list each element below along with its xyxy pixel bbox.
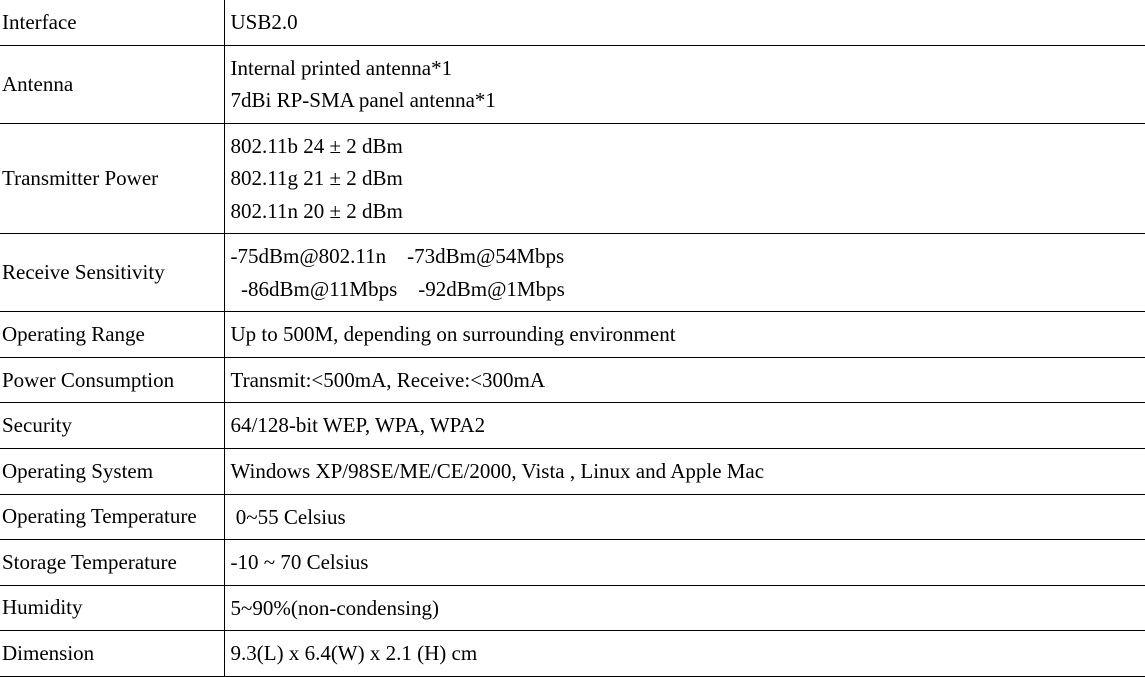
row-label-tx_power: Transmitter Power	[0, 123, 224, 234]
row-label-op_range: Operating Range	[0, 312, 224, 358]
table-row: Transmitter Power802.11b 24 ± 2 dBm802.1…	[0, 123, 1145, 234]
row-value-antenna: Internal printed antenna*17dBi RP-SMA pa…	[224, 45, 1145, 123]
row-label-humidity: Humidity	[0, 585, 224, 631]
row-value-line: 64/128-bit WEP, WPA, WPA2	[231, 409, 1145, 442]
row-label-dimension: Dimension	[0, 631, 224, 677]
row-value-humidity: 5~90%(non-condensing)	[224, 585, 1145, 631]
row-label-op_temp: Operating Temperature	[0, 494, 224, 540]
table-row: Storage Temperature-10 ~ 70 Celsius	[0, 540, 1145, 586]
row-value-os: Windows XP/98SE/ME/CE/2000, Vista , Linu…	[224, 449, 1145, 495]
table-row: Operating SystemWindows XP/98SE/ME/CE/20…	[0, 449, 1145, 495]
row-value-line: 9.3(L) x 6.4(W) x 2.1 (H) cm	[231, 637, 1145, 670]
table-row: Security64/128-bit WEP, WPA, WPA2	[0, 403, 1145, 449]
row-label-antenna: Antenna	[0, 45, 224, 123]
row-value-line: Internal printed antenna*1	[231, 52, 1145, 85]
spec-table: InterfaceUSB2.0AntennaInternal printed a…	[0, 0, 1145, 677]
row-value-line: -86dBm@11Mbps -92dBm@1Mbps	[231, 273, 1145, 306]
row-label-rx_sensitivity: Receive Sensitivity	[0, 234, 224, 312]
row-value-line: -10 ~ 70 Celsius	[231, 546, 1145, 579]
table-row: InterfaceUSB2.0	[0, 0, 1145, 45]
row-value-line: 7dBi RP-SMA panel antenna*1	[231, 84, 1145, 117]
row-value-line: Transmit:<500mA, Receive:<300mA	[231, 364, 1145, 397]
row-label-os: Operating System	[0, 449, 224, 495]
row-value-line: Windows XP/98SE/ME/CE/2000, Vista , Linu…	[231, 455, 1145, 488]
row-label-power_cons: Power Consumption	[0, 357, 224, 403]
row-value-power_cons: Transmit:<500mA, Receive:<300mA	[224, 357, 1145, 403]
row-value-line: 802.11g 21 ± 2 dBm	[231, 162, 1145, 195]
spec-table-body: InterfaceUSB2.0AntennaInternal printed a…	[0, 0, 1145, 676]
row-value-line: 5~90%(non-condensing)	[231, 592, 1145, 625]
row-value-dimension: 9.3(L) x 6.4(W) x 2.1 (H) cm	[224, 631, 1145, 677]
row-value-line: 802.11b 24 ± 2 dBm	[231, 130, 1145, 163]
table-row: Operating Temperature 0~55 Celsius	[0, 494, 1145, 540]
row-value-op_temp: 0~55 Celsius	[224, 494, 1145, 540]
row-value-line: USB2.0	[231, 6, 1145, 39]
table-row: Receive Sensitivity-75dBm@802.11n -73dBm…	[0, 234, 1145, 312]
row-value-storage_temp: -10 ~ 70 Celsius	[224, 540, 1145, 586]
row-value-rx_sensitivity: -75dBm@802.11n -73dBm@54Mbps -86dBm@11Mb…	[224, 234, 1145, 312]
table-row: Operating RangeUp to 500M, depending on …	[0, 312, 1145, 358]
row-label-security: Security	[0, 403, 224, 449]
row-value-security: 64/128-bit WEP, WPA, WPA2	[224, 403, 1145, 449]
row-value-op_range: Up to 500M, depending on surrounding env…	[224, 312, 1145, 358]
table-row: Power ConsumptionTransmit:<500mA, Receiv…	[0, 357, 1145, 403]
table-row: Dimension9.3(L) x 6.4(W) x 2.1 (H) cm	[0, 631, 1145, 677]
row-value-line: -75dBm@802.11n -73dBm@54Mbps	[231, 240, 1145, 273]
table-row: Humidity5~90%(non-condensing)	[0, 585, 1145, 631]
row-value-interface: USB2.0	[224, 0, 1145, 45]
row-label-interface: Interface	[0, 0, 224, 45]
row-label-storage_temp: Storage Temperature	[0, 540, 224, 586]
row-value-line: Up to 500M, depending on surrounding env…	[231, 318, 1145, 351]
row-value-line: 0~55 Celsius	[231, 501, 1145, 534]
row-value-line: 802.11n 20 ± 2 dBm	[231, 195, 1145, 228]
table-row: AntennaInternal printed antenna*17dBi RP…	[0, 45, 1145, 123]
row-value-tx_power: 802.11b 24 ± 2 dBm802.11g 21 ± 2 dBm802.…	[224, 123, 1145, 234]
